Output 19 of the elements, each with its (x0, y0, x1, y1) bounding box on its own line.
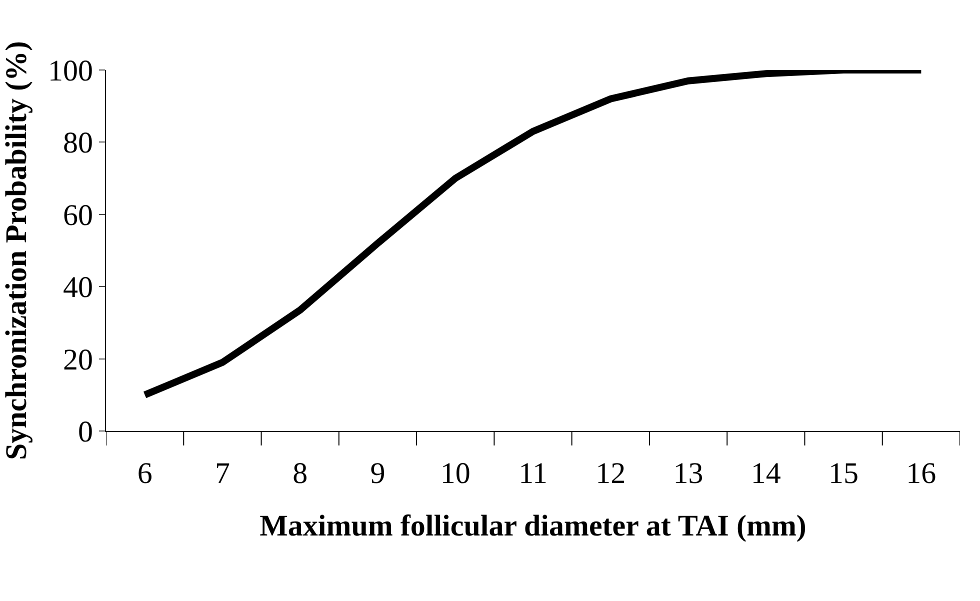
x-tick-label: 15 (828, 457, 859, 490)
x-axis-title: Maximum follicular diameter at TAI (mm) (260, 510, 806, 542)
y-tick-label: 60 (63, 198, 93, 232)
x-tick-label: 7 (214, 457, 230, 490)
y-tick-label: 100 (48, 54, 93, 88)
y-axis-title: Synchronization Probability (%) (0, 41, 33, 460)
x-tick-label: 8 (292, 457, 308, 490)
x-tick-label: 10 (440, 457, 470, 490)
y-tick-label: 20 (63, 343, 93, 376)
x-tick-label: 9 (370, 457, 386, 490)
x-tick-label: 11 (518, 457, 548, 490)
x-tick-label: 16 (906, 457, 936, 490)
y-tick-label: 80 (63, 126, 93, 160)
y-tick-label: 0 (78, 416, 93, 448)
x-tick-label: 14 (750, 457, 781, 490)
x-tick-label: 6 (137, 457, 152, 490)
x-tick-label: 13 (673, 457, 704, 490)
y-tick-label: 40 (63, 271, 93, 304)
x-tick-label: 12 (596, 457, 626, 490)
